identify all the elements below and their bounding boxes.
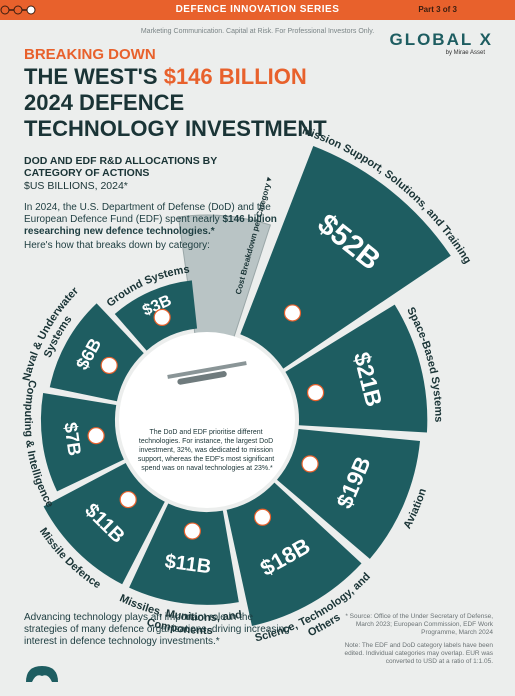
centre-disc xyxy=(119,332,295,508)
icon xyxy=(253,508,272,526)
chart-title: THE WEST'S $146 BILLION 2024 DEFENCE TEC… xyxy=(24,64,344,142)
intro: In 2024, the U.S. Department of Defense … xyxy=(24,202,294,238)
icon xyxy=(283,304,302,322)
title-highlight: $146 BILLION xyxy=(163,64,307,89)
subtitle: DOD AND EDF R&D ALLOCATIONS BY CATEGORY … xyxy=(24,155,218,179)
header-bar xyxy=(0,0,515,20)
intro-bold: $146 billion researching new defence tec… xyxy=(24,214,277,237)
kicker: BREAKING DOWN xyxy=(24,46,156,63)
part-dots xyxy=(0,5,36,15)
source: * Source: Office of the Under Secretary … xyxy=(345,613,493,636)
segment xyxy=(40,393,124,492)
title-lead: THE WEST'S xyxy=(24,64,158,89)
icon xyxy=(306,383,325,402)
centre-note: The DoD and EDF prioritise different tec… xyxy=(138,429,276,472)
unit: $US BILLIONS, 2024* xyxy=(24,180,128,192)
footer-text: Advancing technology plays an important … xyxy=(24,612,290,647)
icon xyxy=(87,427,105,445)
icon xyxy=(301,455,319,473)
value-label: $7B xyxy=(60,421,86,457)
part-label: Part 3 of 3 xyxy=(418,5,457,14)
icon xyxy=(153,308,171,326)
segment xyxy=(49,303,144,402)
title-rest: 2024 DEFENCE TECHNOLOGY INVESTMENT xyxy=(24,90,327,141)
icon xyxy=(183,522,201,540)
icon xyxy=(100,356,118,375)
drone-body xyxy=(167,361,247,379)
series-name: DEFENCE INNOVATION SERIES xyxy=(175,4,340,15)
segment xyxy=(43,463,165,585)
note: Note: The EDF and DoD category labels ha… xyxy=(344,642,494,665)
hangar xyxy=(177,214,271,364)
lead-in: Here's how that breaks down by category: xyxy=(24,240,210,251)
icon xyxy=(119,490,137,509)
disclaimer: Marketing Communication. Capital at Risk… xyxy=(140,28,375,35)
logo xyxy=(26,666,58,682)
segment xyxy=(129,503,239,605)
intro-text: In 2024, the U.S. Department of Defense … xyxy=(24,202,271,225)
segment xyxy=(285,304,428,433)
brand-sub: by Mirae Asset xyxy=(445,50,485,56)
drone-fuselage xyxy=(177,371,227,385)
brand: GLOBAL X xyxy=(389,30,493,49)
